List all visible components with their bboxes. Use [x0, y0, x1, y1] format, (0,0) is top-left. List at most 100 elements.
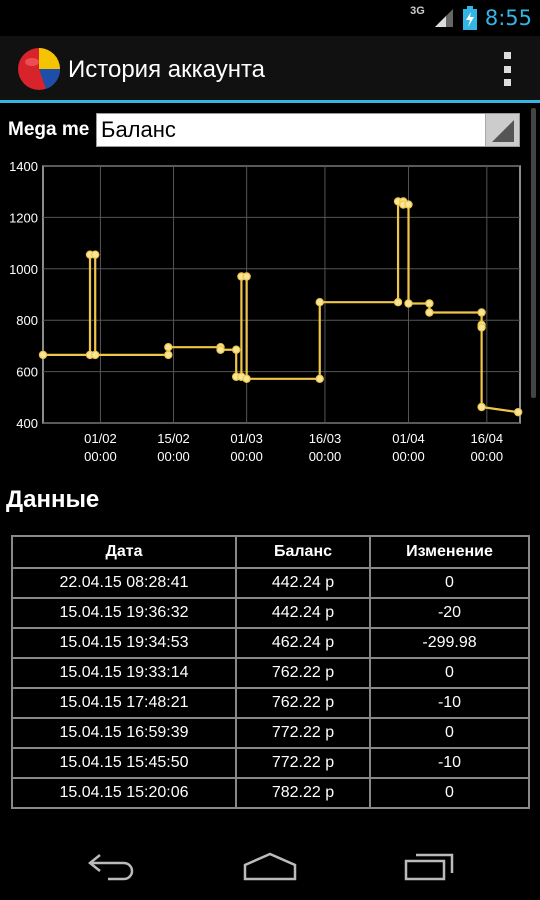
- status-icons: 3G 8:55: [410, 0, 532, 36]
- overflow-dot: [503, 52, 511, 59]
- metric-spinner[interactable]: Баланс: [96, 113, 520, 147]
- signal-icon: [434, 9, 453, 27]
- status-bar: 3G 8:55: [0, 0, 540, 36]
- overflow-dot: [503, 65, 511, 73]
- table-header-row: Дата Баланс Изменение: [11, 535, 530, 569]
- scrollbar[interactable]: [531, 108, 536, 398]
- data-point: [477, 323, 486, 332]
- x-tick-sublabel: 00:00: [471, 449, 504, 464]
- spinner-value: Баланс: [101, 117, 176, 142]
- action-bar-divider: [0, 100, 540, 103]
- app-logo-icon[interactable]: [16, 46, 62, 92]
- cell-date: 15.04.15 17:48:21: [11, 687, 237, 719]
- cell-change: -299.98: [369, 627, 530, 659]
- table-row[interactable]: 22.04.15 08:28:41 442.24 р 0: [11, 567, 530, 599]
- cell-date: 15.04.15 15:45:50: [11, 747, 237, 779]
- x-tick-label: 16/04: [471, 431, 504, 446]
- series-line: [43, 200, 519, 414]
- column-header-date: Дата: [11, 535, 237, 569]
- overflow-dot: [503, 79, 511, 86]
- back-icon[interactable]: [76, 846, 146, 886]
- x-tick-label: 01/04: [392, 431, 425, 446]
- x-tick-label: 16/03: [309, 431, 342, 446]
- data-point: [393, 298, 403, 307]
- data-point: [164, 350, 173, 360]
- data-point: [425, 299, 434, 308]
- data-point: [513, 407, 523, 417]
- data-point: [477, 402, 486, 412]
- cell-date: 15.04.15 19:34:53: [11, 627, 237, 659]
- cell-balance: 762.22 р: [235, 657, 371, 689]
- y-tick-label: 1000: [9, 262, 38, 277]
- cell-date: 15.04.15 16:59:39: [11, 717, 237, 749]
- table-row[interactable]: 15.04.15 16:59:39 772.22 р 0: [11, 717, 530, 749]
- y-tick-label: 1200: [9, 210, 38, 225]
- x-tick-sublabel: 00:00: [84, 449, 117, 464]
- x-tick-sublabel: 00:00: [157, 449, 190, 464]
- cell-balance: 462.24 р: [235, 627, 371, 659]
- home-icon[interactable]: [235, 846, 305, 886]
- plot-area: [42, 165, 521, 424]
- table-row[interactable]: 15.04.15 15:20:06 782.22 р 0: [11, 777, 530, 809]
- balance-chart: 400 600 800 1000 1200 1400 01/02 00:00 15/02 00:0…: [9, 159, 523, 464]
- recent-apps-icon[interactable]: [394, 846, 464, 886]
- cell-balance: 782.22 р: [235, 777, 371, 809]
- cell-date: 15.04.15 19:33:14: [11, 657, 237, 689]
- data-point: [404, 200, 413, 209]
- data-point: [315, 298, 324, 307]
- navigation-bar: [0, 832, 540, 900]
- section-title: Данные: [6, 486, 100, 513]
- x-tick-label: 01/02: [84, 431, 117, 446]
- data-point: [91, 350, 100, 360]
- data-point: [216, 345, 225, 354]
- table-row[interactable]: 15.04.15 15:45:50 772.22 р -10: [11, 747, 530, 779]
- data-point: [425, 308, 434, 317]
- data-point: [231, 345, 241, 354]
- data-point: [38, 350, 48, 360]
- x-tick-sublabel: 00:00: [392, 449, 425, 464]
- cell-balance: 772.22 р: [235, 747, 371, 779]
- cell-date: 22.04.15 08:28:41: [11, 567, 237, 599]
- data-point: [91, 250, 100, 259]
- cell-date: 15.04.15 19:36:32: [11, 597, 237, 629]
- table-row[interactable]: 15.04.15 19:33:14 762.22 р 0: [11, 657, 530, 689]
- cell-balance: 442.24 р: [235, 567, 371, 599]
- y-tick-label: 600: [16, 365, 38, 380]
- cell-change: 0: [369, 717, 530, 749]
- table-row[interactable]: 15.04.15 17:48:21 762.22 р -10: [11, 687, 530, 719]
- x-tick-sublabel: 00:00: [309, 449, 342, 464]
- cell-balance: 442.24 р: [235, 597, 371, 629]
- data-point: [164, 342, 173, 352]
- x-tick-sublabel: 00:00: [230, 449, 263, 464]
- data-point: [404, 299, 413, 308]
- table-row[interactable]: 15.04.15 19:36:32 442.24 р -20: [11, 597, 530, 629]
- cell-change: -10: [369, 747, 530, 779]
- cell-change: -10: [369, 687, 530, 719]
- history-table: Дата Баланс Изменение 22.04.15 08:28:41 …: [11, 535, 530, 809]
- y-tick-label: 400: [16, 416, 38, 431]
- x-tick-label: 15/02: [157, 431, 190, 446]
- status-clock: 8:55: [484, 6, 532, 30]
- y-tick-label: 800: [16, 313, 38, 328]
- cell-date: 15.04.15 15:20:06: [11, 777, 237, 809]
- overflow-menu-icon[interactable]: [500, 52, 514, 86]
- network-type: 3G: [410, 5, 425, 17]
- data-point: [477, 308, 486, 317]
- account-label: Mega me: [8, 119, 90, 140]
- cell-change: 0: [369, 777, 530, 809]
- data-point: [242, 272, 251, 281]
- page-title: История аккаунта: [68, 56, 266, 83]
- data-point: [242, 374, 251, 383]
- x-tick-label: 01/03: [230, 431, 263, 446]
- battery-charging-icon: [462, 6, 477, 30]
- table-row[interactable]: 15.04.15 19:34:53 462.24 р -299.98: [11, 627, 530, 659]
- cell-change: 0: [369, 657, 530, 689]
- column-header-balance: Баланс: [235, 535, 371, 569]
- y-tick-label: 1400: [9, 159, 38, 174]
- action-bar: История аккаунта: [0, 36, 540, 100]
- data-point: [315, 374, 324, 383]
- cell-change: -20: [369, 597, 530, 629]
- spinner-arrow-icon[interactable]: [485, 114, 519, 146]
- cell-balance: 762.22 р: [235, 687, 371, 719]
- cell-change: 0: [369, 567, 530, 599]
